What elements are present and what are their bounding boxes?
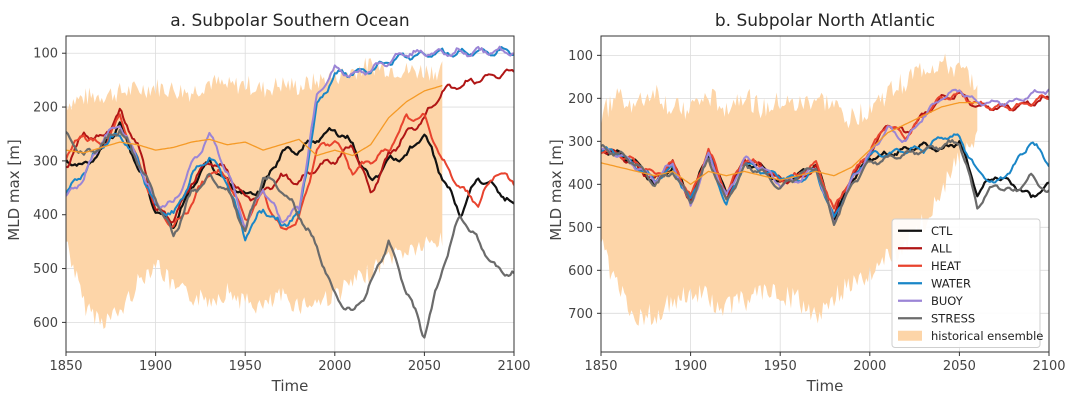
legend-label: WATER xyxy=(931,276,971,290)
panel-subpolar-north-atlantic: b. Subpolar North Atlantic Time MLD max … xyxy=(547,11,1066,393)
y-axis-label: MLD max [m] xyxy=(547,139,565,240)
legend-box xyxy=(891,218,1041,348)
x-tick-label: 1900 xyxy=(139,359,172,374)
axes-frame xyxy=(65,35,515,353)
x-tick-label: 1950 xyxy=(764,359,797,374)
x-tick-label: 1950 xyxy=(229,359,262,374)
series-line-stress xyxy=(601,139,1049,226)
x-tick-label: 1900 xyxy=(674,359,707,374)
y-tick-label: 500 xyxy=(568,221,593,236)
y-tick-label: 200 xyxy=(568,92,593,107)
x-tick-label: 2100 xyxy=(1032,359,1065,374)
x-tick-label: 2100 xyxy=(497,359,530,374)
y-tick-label: 200 xyxy=(33,101,58,116)
x-tick-label: 2050 xyxy=(408,359,441,374)
axes-frame xyxy=(600,35,1050,353)
chart-title: b. Subpolar North Atlantic xyxy=(715,11,935,31)
legend-label: BUOY xyxy=(931,294,964,308)
x-tick-label: 2000 xyxy=(318,359,351,374)
legend: CTL ALL HEAT WATER BUOY STRESS historical ense… xyxy=(891,218,1043,348)
y-tick-label: 400 xyxy=(33,208,58,223)
y-tick-label: 100 xyxy=(568,49,593,64)
plot-area xyxy=(601,53,1049,326)
historical-ensemble-band xyxy=(66,57,443,329)
plot-area xyxy=(66,45,514,339)
y-tick-label: 300 xyxy=(568,135,593,150)
legend-label: CTL xyxy=(931,224,953,238)
series-line-all xyxy=(66,68,514,224)
y-tick-label: 300 xyxy=(33,154,58,169)
y-tick-label: 400 xyxy=(568,178,593,193)
legend-label: STRESS xyxy=(931,311,975,325)
x-tick-label: 2050 xyxy=(943,359,976,374)
y-axis-label: MLD max [m] xyxy=(5,139,23,240)
series-line-ensemble-mean xyxy=(66,84,443,157)
x-axis-label: Time xyxy=(271,377,309,393)
x-tick-label: 2000 xyxy=(853,359,886,374)
panel-subpolar-southern-ocean: a. Subpolar Southern Ocean Time MLD max … xyxy=(5,11,531,393)
y-tick-label: 500 xyxy=(33,262,58,277)
y-tick-label: 700 xyxy=(568,307,593,322)
historical-ensemble-band xyxy=(601,53,978,326)
y-tick-label: 600 xyxy=(568,264,593,279)
chart-title: a. Subpolar Southern Ocean xyxy=(170,11,409,31)
legend-label: HEAT xyxy=(931,259,962,273)
x-axis-label: Time xyxy=(806,377,844,393)
legend-label: ALL xyxy=(931,241,952,255)
series-line-ensemble-mean xyxy=(601,101,978,185)
series-line-stress xyxy=(66,128,514,339)
x-tick-label: 1850 xyxy=(49,359,82,374)
legend-label: historical ensemble xyxy=(931,329,1043,343)
y-tick-label: 600 xyxy=(33,316,58,331)
y-tick-label: 100 xyxy=(33,47,58,62)
x-tick-label: 1850 xyxy=(584,359,617,374)
legend-swatch xyxy=(898,330,922,341)
